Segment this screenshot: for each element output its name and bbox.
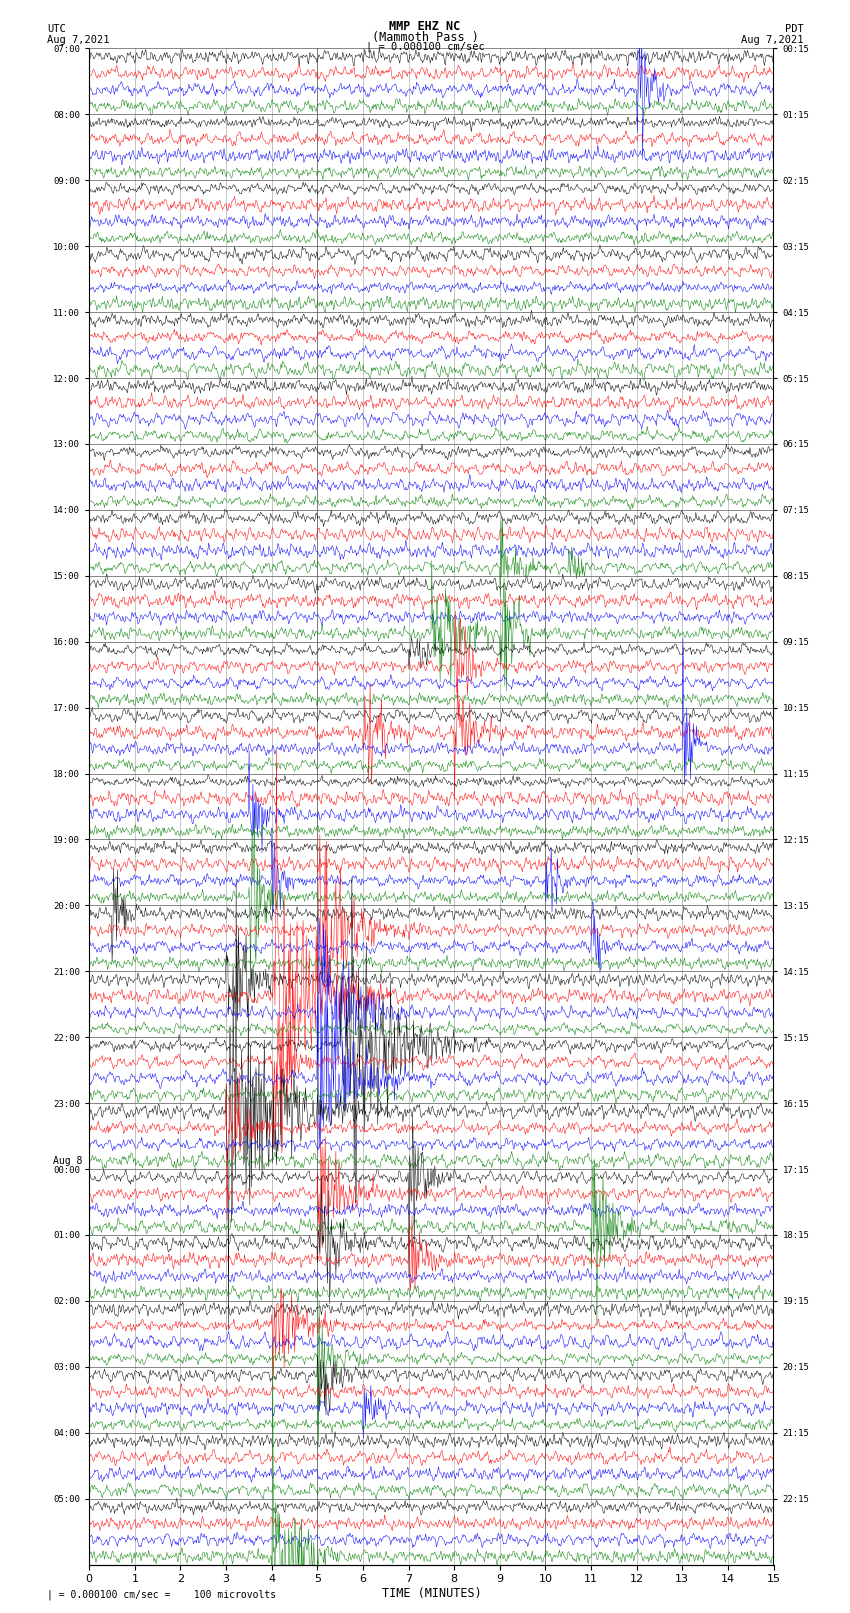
- Text: Aug 8: Aug 8: [53, 1157, 82, 1166]
- Text: Aug 7,2021: Aug 7,2021: [740, 35, 803, 45]
- Text: | = 0.000100 cm/sec: | = 0.000100 cm/sec: [366, 42, 484, 53]
- Text: Aug 7,2021: Aug 7,2021: [47, 35, 110, 45]
- Text: PDT: PDT: [785, 24, 803, 34]
- Text: UTC: UTC: [47, 24, 65, 34]
- Text: | = 0.000100 cm/sec =    100 microvolts: | = 0.000100 cm/sec = 100 microvolts: [47, 1589, 276, 1600]
- Text: MMP EHZ NC: MMP EHZ NC: [389, 19, 461, 34]
- X-axis label: TIME (MINUTES): TIME (MINUTES): [382, 1587, 481, 1600]
- Text: (Mammoth Pass ): (Mammoth Pass ): [371, 31, 479, 44]
